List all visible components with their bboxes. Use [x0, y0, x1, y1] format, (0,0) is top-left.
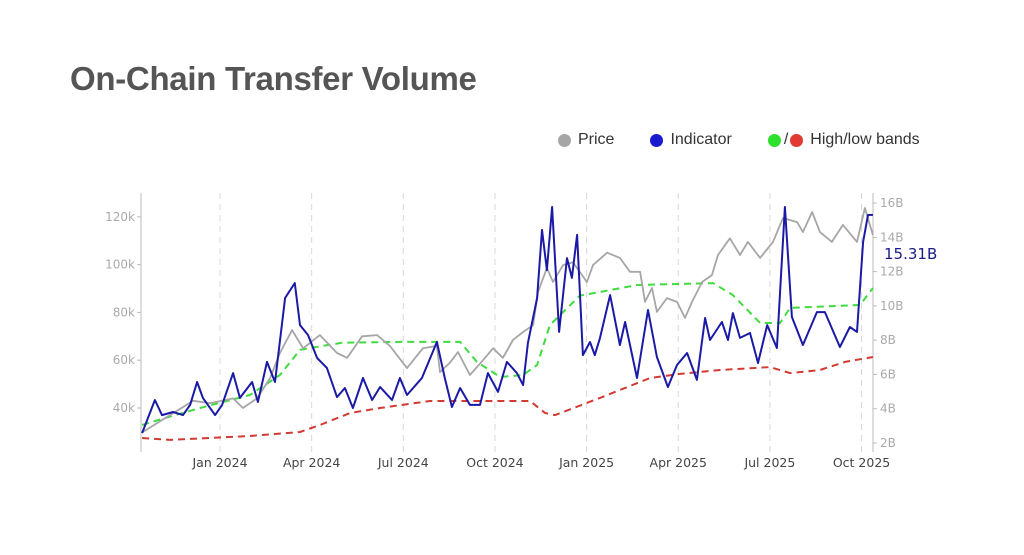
right-tick-label: 4B — [880, 402, 896, 416]
x-tick-label: Apr 2025 — [650, 455, 707, 470]
right-tick-label: 12B — [880, 265, 904, 279]
price-line — [142, 207, 874, 433]
right-tick-label: 14B — [880, 230, 904, 244]
left-tick-label: 60k — [113, 353, 135, 367]
right-tick-label: 2B — [880, 436, 896, 450]
legend-label-bands: High/low bands — [810, 131, 920, 148]
price-dot-icon — [558, 133, 571, 147]
x-tick-label: Oct 2024 — [466, 455, 523, 470]
left-tick-label: 100k — [105, 258, 135, 272]
x-tick-label: Jan 2025 — [558, 455, 614, 470]
legend-label-indicator: Indicator — [670, 131, 732, 148]
last-value-label: 15.31B — [884, 245, 937, 263]
left-tick-label: 120k — [105, 210, 135, 224]
indicator-line — [141, 206, 873, 434]
legend: Price Indicator / High/low bands — [558, 131, 920, 149]
legend-label-price: Price — [578, 131, 615, 148]
high-band-dot-icon — [767, 133, 781, 147]
legend-item-indicator: Indicator — [650, 131, 732, 149]
right-tick-label: 16B — [880, 196, 904, 210]
right-tick-label: 10B — [880, 299, 904, 313]
low-band-dot-icon — [790, 133, 804, 147]
indicator-dot-icon — [650, 133, 664, 147]
left-tick-label: 40k — [113, 401, 135, 415]
right-tick-label: 6B — [880, 367, 896, 381]
x-tick-label: Jul 2024 — [377, 455, 429, 470]
x-tick-label: Oct 2025 — [833, 455, 890, 470]
legend-item-bands: / High/low bands — [767, 131, 920, 149]
legend-item-price: Price — [558, 131, 614, 149]
x-tick-label: Jul 2025 — [743, 455, 795, 470]
right-tick-label: 8B — [880, 333, 896, 347]
x-tick-label: Apr 2024 — [283, 455, 340, 470]
left-tick-label: 80k — [113, 305, 135, 319]
chart-title: On-Chain Transfer Volume — [70, 60, 477, 97]
legend-separator: / — [783, 131, 789, 148]
low-band-line — [142, 356, 874, 441]
x-tick-label: Jan 2024 — [191, 455, 247, 470]
high-band-line — [141, 282, 874, 426]
